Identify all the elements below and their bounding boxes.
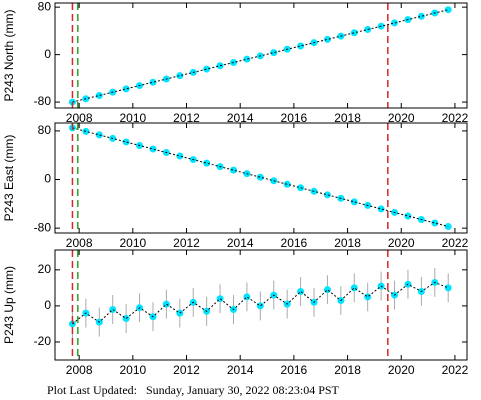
point <box>203 159 211 167</box>
point <box>203 65 211 73</box>
point <box>323 35 331 43</box>
point <box>243 55 251 63</box>
x-tick-label: 2014 <box>227 111 254 125</box>
x-tick-label: 2010 <box>119 363 146 377</box>
point <box>256 302 264 310</box>
point <box>122 85 130 93</box>
point <box>283 180 291 188</box>
plot-area <box>68 123 452 233</box>
x-tick-label: 2022 <box>442 236 469 250</box>
point <box>350 284 358 292</box>
point <box>323 286 331 294</box>
point <box>444 6 452 14</box>
y-tick-label: 80 <box>38 0 52 13</box>
point <box>229 166 237 174</box>
x-tick-label: 2020 <box>388 363 415 377</box>
y-tick-label: -80 <box>34 220 52 234</box>
point <box>297 184 305 192</box>
x-tick-label: 2012 <box>173 111 200 125</box>
x-tick-label: 2022 <box>442 111 469 125</box>
point <box>256 173 264 181</box>
plot-area <box>68 250 452 360</box>
point <box>149 78 157 86</box>
x-tick-label: 2022 <box>442 363 469 377</box>
y-tick-label: 0 <box>44 47 51 61</box>
point <box>270 49 278 57</box>
x-tick-label: 2016 <box>281 236 308 250</box>
y-tick-label: 80 <box>38 123 52 137</box>
y-tick-label: 0 <box>44 172 51 186</box>
y-tick-label: -80 <box>34 94 52 108</box>
x-tick-label: 2012 <box>173 236 200 250</box>
point <box>377 205 385 213</box>
x-tick-label: 2014 <box>227 236 254 250</box>
x-tick-label: 2008 <box>66 363 93 377</box>
point <box>176 152 184 160</box>
y-tick-label: 0 <box>44 298 51 312</box>
point <box>444 284 452 292</box>
point <box>350 198 358 206</box>
x-tick-label: 2016 <box>281 111 308 125</box>
x-tick-label: 2018 <box>334 111 361 125</box>
point <box>95 131 103 139</box>
point <box>350 29 358 37</box>
point <box>297 42 305 50</box>
model-line <box>72 281 449 325</box>
point <box>391 19 399 27</box>
frame <box>54 122 468 234</box>
y-tick-label: 20 <box>38 262 52 276</box>
model-line <box>72 127 449 228</box>
point <box>176 72 184 80</box>
point <box>176 309 184 317</box>
y-axis-label: P243 Up (mm) <box>2 266 16 344</box>
footer: Plot Last Updated: Sunday, January 30, 2… <box>47 383 340 397</box>
x-tick-label: 2016 <box>281 363 308 377</box>
y-axis-label: P243 East (mm) <box>2 135 16 222</box>
frame <box>54 249 468 361</box>
point <box>431 219 439 227</box>
x-tick-label: 2020 <box>388 236 415 250</box>
point <box>364 293 372 301</box>
x-tick-label: 2018 <box>334 363 361 377</box>
x-tick-label: 2010 <box>119 111 146 125</box>
model-line <box>72 9 449 103</box>
point <box>95 91 103 99</box>
point <box>149 145 157 153</box>
y-tick-label: -20 <box>34 334 52 348</box>
x-tick-label: 2008 <box>66 236 93 250</box>
plot-area <box>68 3 452 108</box>
y-axis-label: P243 North (mm) <box>2 9 16 101</box>
x-tick-label: 2010 <box>119 236 146 250</box>
x-tick-label: 2008 <box>66 111 93 125</box>
point <box>323 191 331 199</box>
point <box>122 315 130 323</box>
point <box>417 12 425 20</box>
x-tick-label: 2018 <box>334 236 361 250</box>
point <box>122 138 130 146</box>
x-tick-label: 2020 <box>388 111 415 125</box>
frame <box>54 2 468 109</box>
x-tick-label: 2014 <box>227 363 254 377</box>
x-tick-label: 2012 <box>173 363 200 377</box>
point <box>404 212 412 220</box>
